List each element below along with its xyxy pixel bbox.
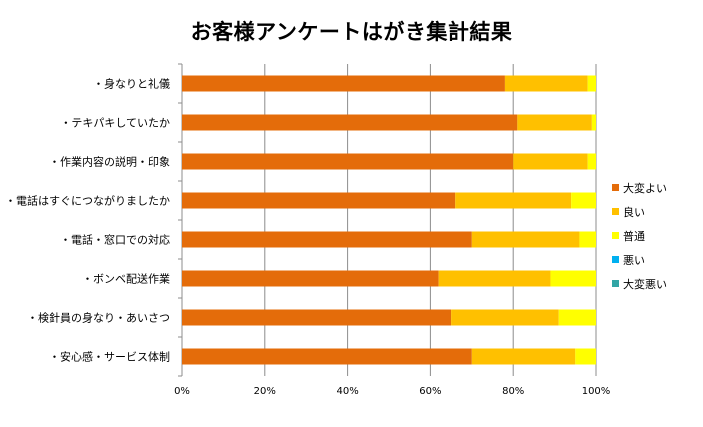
legend-label-1: 良い bbox=[623, 205, 645, 219]
legend-swatch-3 bbox=[612, 256, 619, 263]
legend-label-3: 悪い bbox=[623, 254, 645, 267]
bar-segment-2-1 bbox=[591, 114, 596, 131]
x-tick-label-2: 40% bbox=[336, 386, 358, 397]
bar-segment-0-6 bbox=[182, 309, 452, 326]
category-label-7: ・安心感・サービス体制 bbox=[49, 350, 170, 364]
category-label-6: ・検針員の身なり・あいさつ bbox=[27, 311, 170, 325]
bar-segment-0-7 bbox=[182, 348, 472, 365]
bar-segment-2-7 bbox=[575, 348, 596, 365]
bar-segment-1-7 bbox=[471, 348, 576, 365]
x-tick-label-0: 0% bbox=[174, 386, 190, 397]
bar-segment-2-3 bbox=[571, 192, 596, 209]
chart-title: お客様アンケートはがき集計結果 bbox=[190, 20, 513, 44]
x-tick-label-3: 60% bbox=[419, 386, 441, 397]
category-label-0: ・身なりと礼儀 bbox=[93, 77, 170, 91]
x-tick-label-1: 20% bbox=[254, 386, 276, 397]
bar-segment-2-2 bbox=[587, 153, 596, 170]
bar-segment-1-5 bbox=[438, 270, 551, 287]
bar-segment-0-5 bbox=[182, 270, 439, 287]
x-tick-label-4: 80% bbox=[502, 386, 524, 397]
bar-segment-2-4 bbox=[579, 231, 596, 248]
category-label-1: ・テキパキしていたか bbox=[60, 117, 170, 130]
bar-segment-1-0 bbox=[504, 75, 588, 92]
bar-segment-0-2 bbox=[182, 153, 514, 170]
legend-label-4: 大変悪い bbox=[623, 277, 667, 291]
bar-segment-0-3 bbox=[182, 192, 456, 209]
category-label-2: ・作業内容の説明・印象 bbox=[49, 155, 170, 169]
bar-segment-1-4 bbox=[471, 231, 580, 248]
bar-segment-1-2 bbox=[513, 153, 588, 170]
legend-swatch-4 bbox=[612, 280, 619, 287]
category-label-4: ・電話・窓口での対応 bbox=[60, 233, 170, 247]
bar-segment-2-0 bbox=[587, 75, 596, 92]
legend-label-2: 普通 bbox=[623, 229, 645, 243]
category-label-5: ・ボンベ配送作業 bbox=[82, 272, 170, 286]
bar-segment-1-1 bbox=[517, 114, 592, 131]
legend-swatch-0 bbox=[612, 184, 619, 191]
bar-segment-2-6 bbox=[558, 309, 596, 326]
bar-segment-1-6 bbox=[451, 309, 559, 326]
legend-label-0: 大変よい bbox=[623, 181, 667, 195]
category-label-3: ・電話はすぐにつながりましたか bbox=[5, 194, 170, 208]
bar-segment-1-3 bbox=[455, 192, 572, 209]
legend-swatch-1 bbox=[612, 208, 619, 215]
bar-segment-0-4 bbox=[182, 231, 472, 248]
bar-segment-0-0 bbox=[182, 75, 505, 92]
x-tick-label-5: 100% bbox=[582, 386, 611, 397]
bar-segment-0-1 bbox=[182, 114, 518, 131]
legend-swatch-2 bbox=[612, 232, 619, 239]
bar-segment-2-5 bbox=[550, 270, 596, 287]
